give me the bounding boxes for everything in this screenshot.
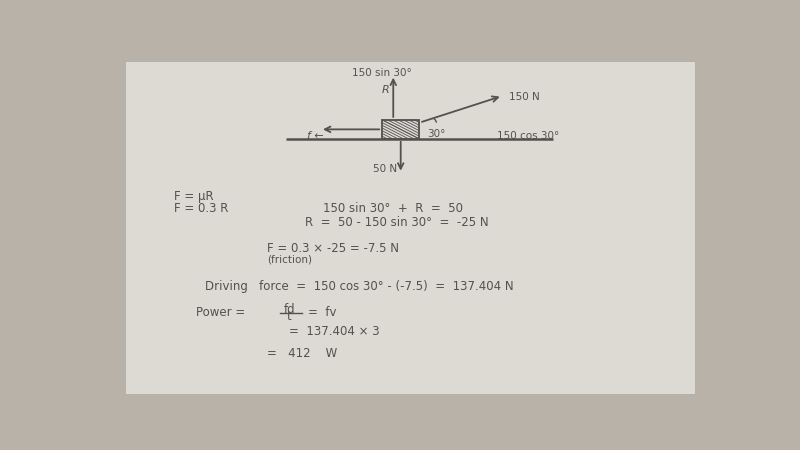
Text: R  =  50 - 150 sin 30°  =  -25 N: R = 50 - 150 sin 30° = -25 N (305, 216, 488, 229)
Text: t: t (286, 310, 291, 323)
Text: F = 0.3 R: F = 0.3 R (174, 202, 229, 216)
Text: =  fv: = fv (308, 306, 336, 320)
Text: 150 sin 30°  +  R  =  50: 150 sin 30° + R = 50 (323, 202, 463, 216)
Text: 150 N: 150 N (510, 92, 540, 102)
Text: (friction): (friction) (267, 254, 312, 264)
Text: =  137.404 × 3: = 137.404 × 3 (289, 325, 380, 338)
Text: 150 sin 30°: 150 sin 30° (352, 68, 412, 78)
Text: 50 N: 50 N (373, 164, 398, 174)
Text: 150 cos 30°: 150 cos 30° (497, 131, 559, 141)
Text: F = 0.3 × -25 = -7.5 N: F = 0.3 × -25 = -7.5 N (267, 242, 399, 255)
Text: R: R (382, 86, 389, 95)
Bar (382, 120, 419, 139)
Text: Driving   force  =  150 cos 30° - (-7.5)  =  137.404 N: Driving force = 150 cos 30° - (-7.5) = 1… (206, 279, 514, 292)
Text: =   412    W: = 412 W (267, 347, 338, 360)
Text: F = μR: F = μR (174, 189, 214, 202)
Text: 30°: 30° (426, 129, 445, 139)
FancyBboxPatch shape (125, 61, 695, 394)
Text: fd: fd (283, 303, 295, 316)
Text: Power =: Power = (196, 306, 249, 320)
Text: f ←: f ← (307, 131, 324, 141)
